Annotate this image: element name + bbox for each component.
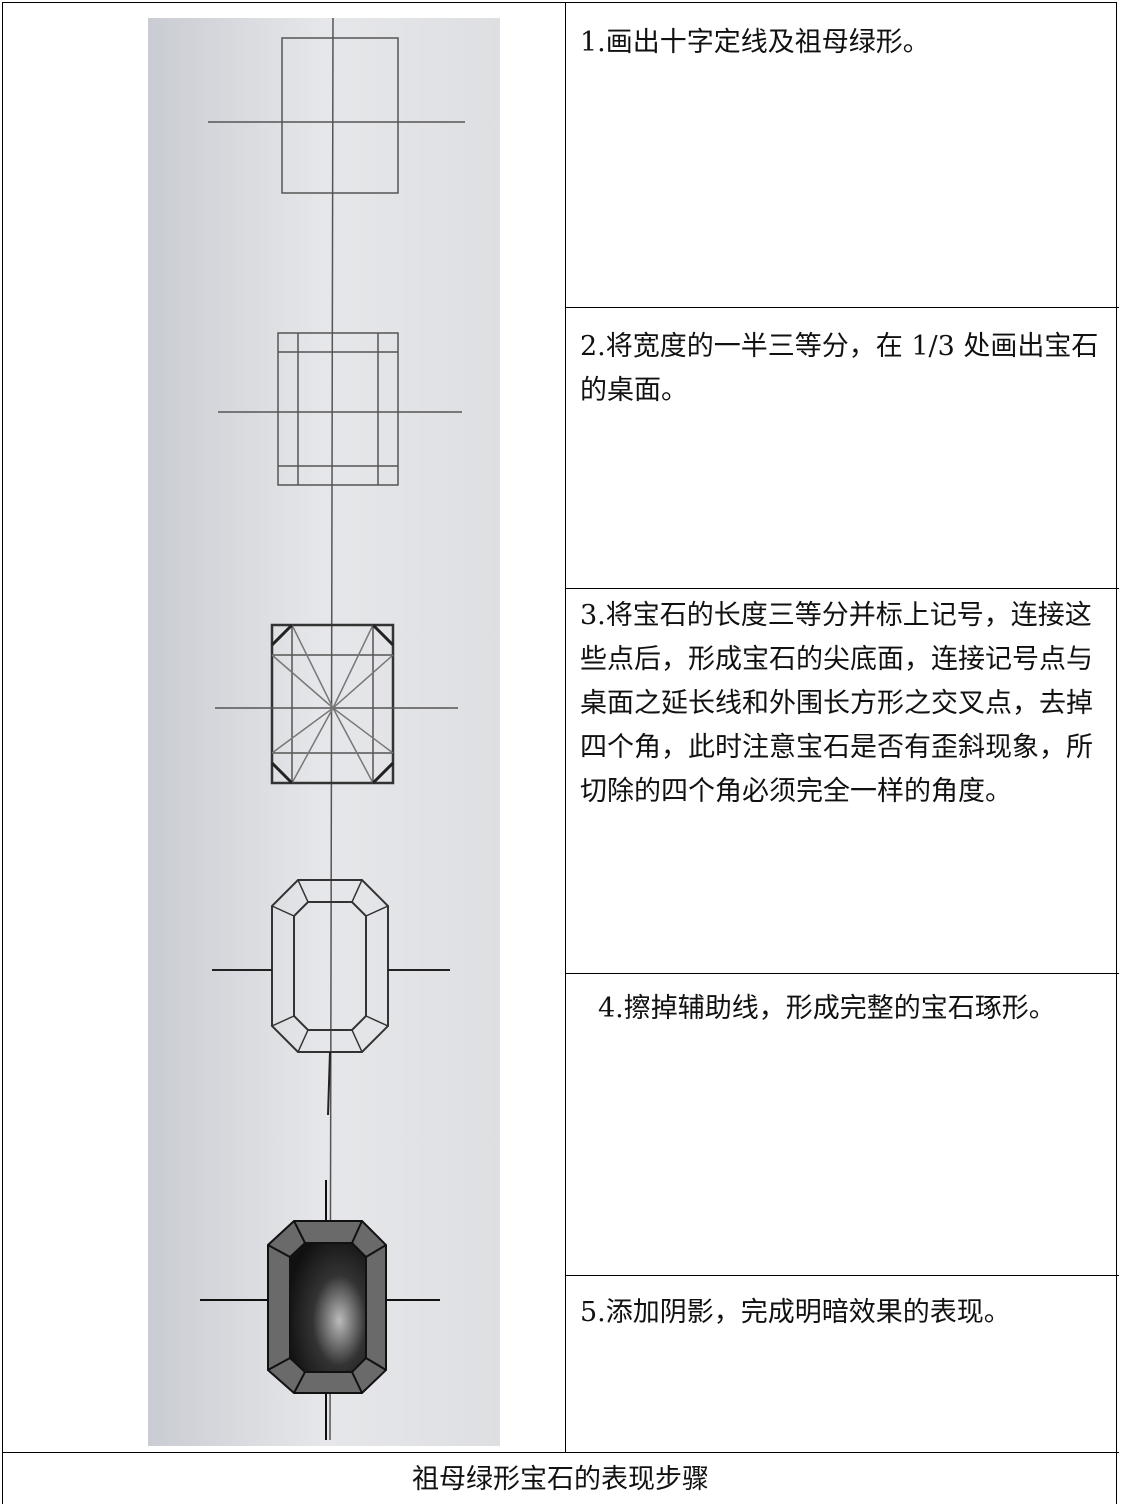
row-divider (565, 1275, 1119, 1276)
caption: 祖母绿形宝石的表现步骤 (412, 1464, 709, 1495)
step-text: 2.将宽度的一半三等分，在 1/3 处画出宝石的桌面。 (580, 331, 1099, 406)
sketch-image (148, 17, 500, 1446)
row-divider (565, 973, 1119, 974)
row-divider (565, 588, 1119, 589)
step-text: 5.添加阴影，完成明暗效果的表现。 (580, 1297, 1011, 1328)
column-divider (565, 2, 566, 1452)
step-text: 1.画出十字定线及祖母绿形。 (580, 27, 930, 58)
row-divider (2, 1452, 1119, 1453)
row-divider (565, 307, 1119, 308)
step-text: 3.将宝石的长度三等分并标上记号，连接这些点后，形成宝石的尖底面，连接记号点与桌… (580, 600, 1093, 807)
step-text: 4.擦掉辅助线，形成完整的宝石琢形。 (598, 993, 1056, 1024)
